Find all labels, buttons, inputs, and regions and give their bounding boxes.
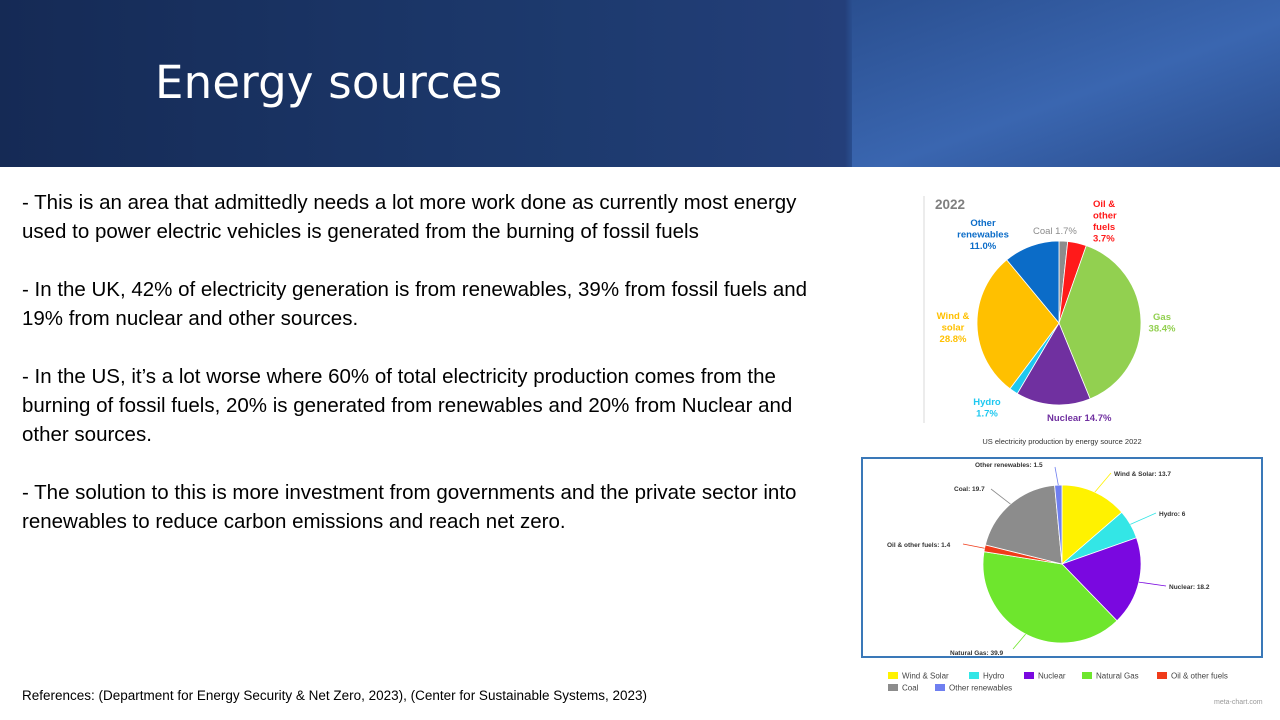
chart1-label-gas: 38.4% — [1149, 324, 1176, 335]
chart2-label-natural-gas: Natural Gas: 39.9 — [950, 650, 1003, 656]
chart1-label-oil: 3.7% — [1093, 234, 1115, 245]
chart1-label-hydro: Hydro — [973, 397, 1001, 408]
bullet-3: - In the US, it’s a lot worse where 60% … — [22, 365, 793, 446]
chart1-slice-gas — [1058, 245, 1142, 400]
chart1-label-wind: Wind & — [937, 311, 970, 322]
chart1-label-coal: Coal 1.7% — [1033, 226, 1077, 237]
chart2-slice-other-renewables — [1054, 484, 1063, 565]
legend-swatch-oil-and-other-fuels — [1157, 672, 1167, 679]
chart2-label-other-renewables: Other renewables: 1.5 — [975, 462, 1043, 469]
chart1-caption: US electricity production by energy sour… — [982, 437, 1141, 446]
chart1-label-oil: fuels — [1093, 222, 1115, 233]
legend-swatch-other-renewables — [935, 684, 945, 691]
chart1-label-hydro: 1.7% — [976, 409, 998, 420]
chart1-label-nuclear: Nuclear 14.7% — [1047, 413, 1112, 424]
chart1-label-other: Other — [970, 218, 996, 229]
chart1-label-oil: Oil & — [1093, 199, 1115, 210]
chart2-leader-oil-and-other-fuels — [962, 543, 985, 549]
legend-label-natural-gas: Natural Gas — [1096, 672, 1139, 681]
legend-label-hydro: Hydro — [983, 672, 1005, 681]
bullet-2: - In the UK, 42% of electricity generati… — [22, 278, 808, 330]
legend-swatch-natural-gas — [1082, 672, 1092, 679]
chart1-slice-wind-and-solar — [976, 259, 1060, 390]
slide-body: - This is an area that admittedly needs … — [22, 188, 822, 565]
legend-label-wind-and-solar: Wind & Solar — [902, 672, 949, 681]
chart2-label-hydro: Hydro: 6 — [1159, 511, 1186, 518]
slide-title: Energy sources — [155, 56, 503, 109]
chart1-label-gas: Gas — [1153, 312, 1171, 323]
chart2-label-nuclear: Nuclear: 18.2 — [1169, 584, 1210, 591]
references: References: (Department for Energy Secur… — [22, 688, 648, 703]
chart2-leader-other-renewables — [1054, 466, 1059, 486]
chart2-slice-nuclear — [1061, 537, 1142, 622]
energy-source-pie-chart: Wind & Solar: 13.7 Hydro: 6 Nuclear: 18.2 N… — [887, 462, 1210, 656]
chart1-title: 2022 — [935, 197, 965, 212]
chart2-leader-natural-gas — [1012, 633, 1026, 650]
chart1-label-oil: other — [1093, 211, 1117, 222]
legend-swatch-coal — [888, 684, 898, 691]
legend-swatch-nuclear — [1024, 672, 1034, 679]
bullet-1: - This is an area that admittedly needs … — [22, 191, 797, 243]
legend-label-other-renewables: Other renewables — [949, 684, 1012, 693]
chart2-leader-nuclear — [1138, 581, 1167, 587]
legend-label-oil-and-other-fuels: Oil & other fuels — [1171, 672, 1228, 681]
chart2-label-wind-and-solar: Wind & Solar: 13.7 — [1114, 471, 1171, 478]
legend-label-coal: Coal — [902, 684, 919, 693]
watermark: meta-chart.com — [1214, 699, 1263, 706]
chart2-legend: Wind & Solar Hydro Nuclear Natural Gas Oil &… — [888, 672, 1228, 693]
chart2-label-oil-and-other-fuels: Oil & other fuels: 1.4 — [887, 542, 951, 549]
chart1-label-other: renewables — [957, 230, 1009, 241]
chart2-leader-hydro — [1130, 512, 1157, 525]
chart1-label-wind: 28.8% — [940, 334, 967, 345]
chart2-leader-coal — [990, 488, 1011, 505]
chart2-leader-wind-and-solar — [1094, 472, 1112, 493]
legend-label-nuclear: Nuclear — [1038, 672, 1066, 681]
chart2-label-coal: Coal: 19.7 — [954, 486, 985, 493]
legend-swatch-hydro — [969, 672, 979, 679]
chart2-slice-natural-gas — [982, 551, 1118, 644]
chart1-label-other: 11.0% — [970, 241, 997, 252]
chart1-label-wind: solar — [942, 323, 965, 334]
banner-highlight — [852, 0, 1280, 167]
chart1-slice-other-renewables — [1006, 240, 1060, 325]
chart1-slice-nuclear — [1016, 322, 1091, 406]
bullet-4: - The solution to this is more investmen… — [22, 481, 797, 533]
legend-swatch-wind-and-solar — [888, 672, 898, 679]
title-banner — [0, 0, 1280, 167]
